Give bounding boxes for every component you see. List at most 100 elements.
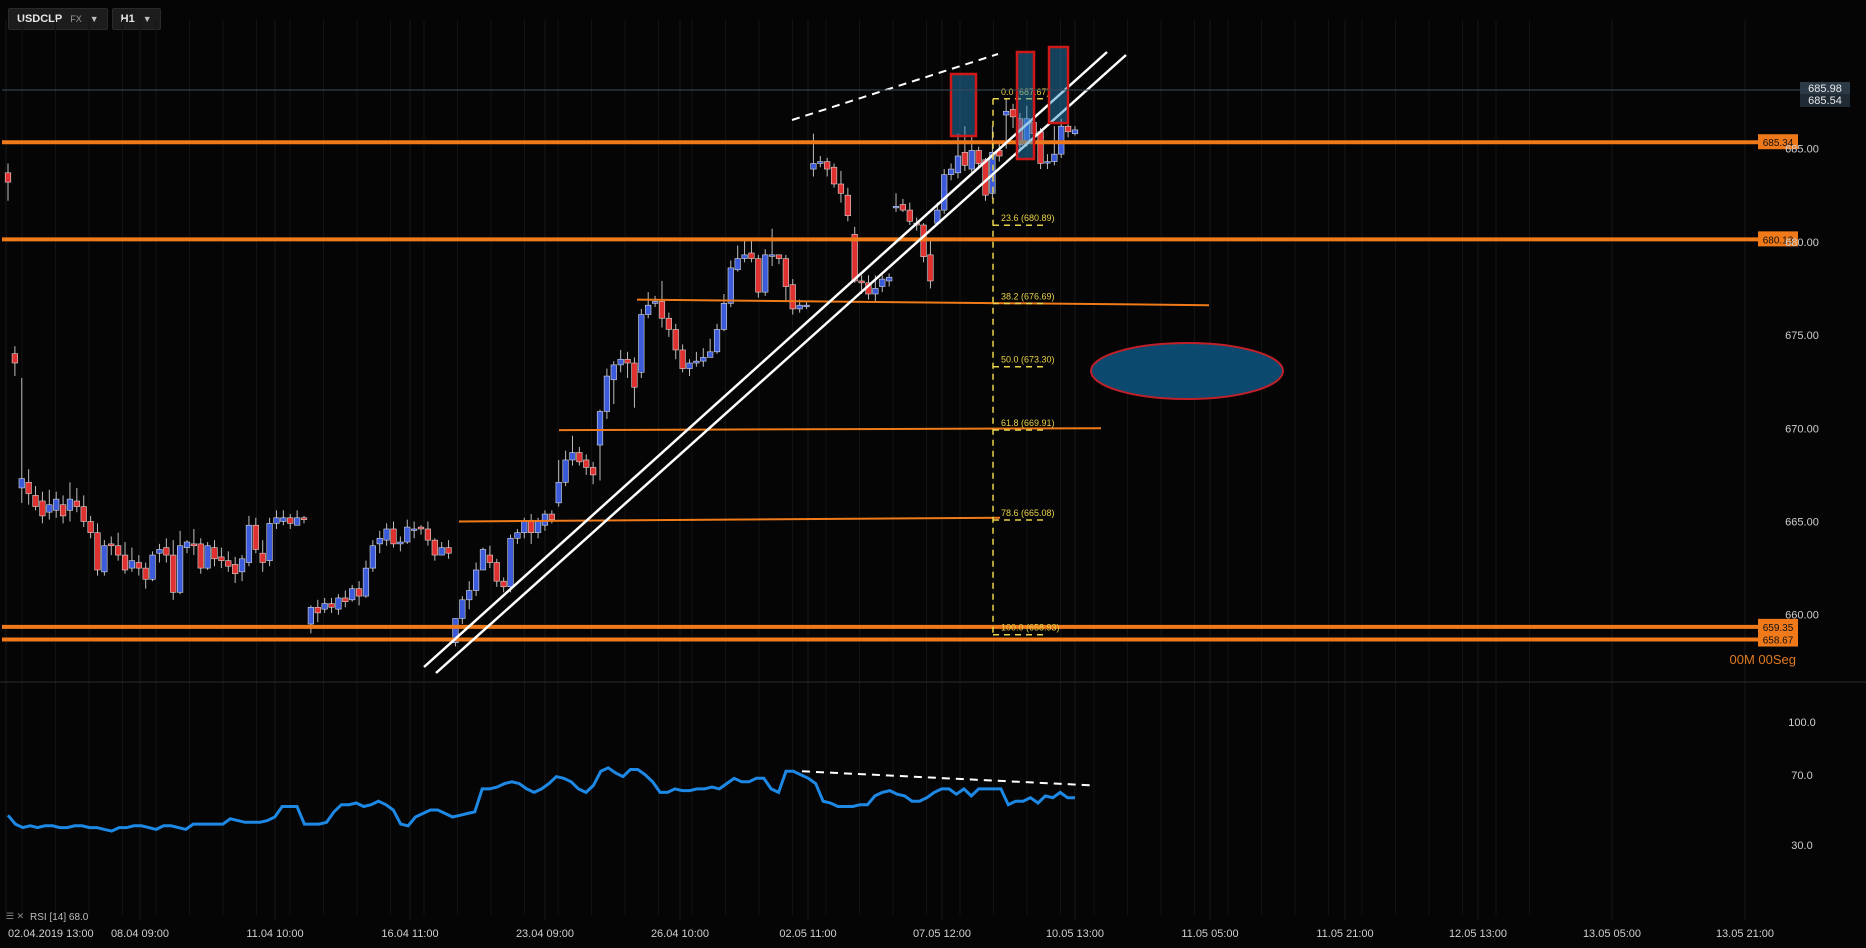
fibonacci-retracement: 0.0 (687.67) 23.6 (680.89) 38.2 (676.69) 50… <box>992 87 1060 636</box>
level-price-tag <box>1758 231 1798 247</box>
symbol-label: USDCLP <box>17 13 63 25</box>
candle-body <box>232 564 239 575</box>
candle-body <box>720 303 728 330</box>
timeframe-label: H1 <box>120 13 135 25</box>
candle-body <box>1065 125 1072 133</box>
candle-body <box>672 329 679 351</box>
candle-body <box>872 288 879 295</box>
candle-body <box>108 543 115 547</box>
candle-body <box>541 513 549 526</box>
candle-body <box>899 204 907 211</box>
candle-body <box>18 478 25 489</box>
candle-body <box>376 537 383 545</box>
level-price-tag <box>1758 631 1798 647</box>
time-tick-label: 10.05 13:00 <box>1046 928 1104 940</box>
candle-body <box>810 163 817 170</box>
candle-body <box>528 521 535 533</box>
candle-body <box>961 151 968 166</box>
candle-body <box>555 482 562 504</box>
candle-body <box>411 528 418 531</box>
candle-body <box>335 597 342 610</box>
candle-body <box>968 150 975 170</box>
symbol-selector[interactable]: USDCLP FX ▼ <box>8 8 108 30</box>
candle-body <box>1051 153 1058 162</box>
candle-body <box>514 532 521 539</box>
candle-body <box>190 543 197 547</box>
candle-body <box>1009 109 1017 118</box>
dashed-trend-line <box>791 53 999 121</box>
sloped-line <box>458 516 1001 523</box>
chevron-down-icon: ▼ <box>142 14 152 24</box>
candle-body <box>252 524 259 550</box>
grid-lines <box>5 20 1746 920</box>
candle-body <box>521 521 528 533</box>
candle-body <box>941 174 948 211</box>
candle-body <box>197 543 204 569</box>
candle-body <box>176 545 184 593</box>
candle-body <box>431 539 438 556</box>
candle-body <box>438 547 445 556</box>
candle-body <box>355 588 363 597</box>
candle-body <box>534 521 542 533</box>
candle-body <box>466 590 473 601</box>
candle-body <box>128 560 136 569</box>
candle-body <box>445 547 452 554</box>
candle-body <box>238 558 246 573</box>
candle-body <box>700 357 707 362</box>
candle-body <box>996 150 1003 157</box>
candle-body <box>4 172 12 183</box>
candle-body <box>638 314 645 373</box>
candle-body <box>920 224 927 258</box>
fib-level-label: 50.0 (673.30) <box>1001 355 1055 365</box>
candle-body <box>46 504 53 513</box>
candle-body <box>989 151 996 194</box>
rsi-tick-label: 30.0 <box>1791 840 1812 852</box>
candle-body <box>362 567 370 597</box>
candle-body <box>66 498 74 511</box>
time-tick-label: 12.05 13:00 <box>1449 928 1507 940</box>
candle-body <box>1016 118 1024 146</box>
candle-body <box>645 304 652 315</box>
candle-body <box>665 317 672 330</box>
candle-body <box>245 524 253 563</box>
candle-body <box>548 513 555 520</box>
candle-body <box>782 258 789 287</box>
level-price-label: 658.67 <box>1763 636 1794 647</box>
candle-body <box>273 517 280 524</box>
candle-body <box>204 545 211 569</box>
time-tick-label: 13.05 05:00 <box>1583 928 1641 940</box>
level-price-tag <box>1758 134 1798 150</box>
candle-body <box>1058 125 1065 155</box>
pattern-highlight-box <box>949 72 978 138</box>
candle-body <box>817 161 824 164</box>
fib-level-label: 0.0 (687.67) <box>1001 87 1050 97</box>
candle-body <box>934 209 941 224</box>
time-tick-label: 11.05 05:00 <box>1181 928 1238 940</box>
candle-body <box>658 301 666 319</box>
timeframe-selector[interactable]: H1 ▼ <box>111 8 161 30</box>
candle-body <box>486 554 493 563</box>
time-axis: 02.04.2019 13:00 08.04 09:00 11.04 10:00 16… <box>8 928 1774 940</box>
candle-body <box>349 588 356 601</box>
candle-body <box>39 500 46 517</box>
candle-body <box>982 159 989 196</box>
rsi-panel: 100.0 70.0 30.0 RSI [14] 68.0 ☰ ✕ <box>6 717 1816 923</box>
candle-body <box>1003 110 1010 116</box>
fib-level-label: 61.8 (669.91) <box>1001 418 1055 428</box>
candle-body <box>583 459 590 468</box>
candle-body <box>507 537 514 588</box>
chart-toolbar: USDCLP FX ▼ H1 ▼ <box>8 8 161 30</box>
candle-body <box>424 528 432 541</box>
candle-body <box>686 362 693 369</box>
candle-body <box>830 166 838 185</box>
candle-body <box>287 517 294 524</box>
candle-body <box>1071 129 1079 134</box>
fib-level-label: 23.6 (680.89) <box>1001 213 1055 223</box>
candle-body <box>211 547 218 560</box>
candle-body <box>865 282 872 295</box>
candle-body <box>121 554 129 571</box>
candle-body <box>906 209 913 222</box>
candle-body <box>32 495 39 507</box>
